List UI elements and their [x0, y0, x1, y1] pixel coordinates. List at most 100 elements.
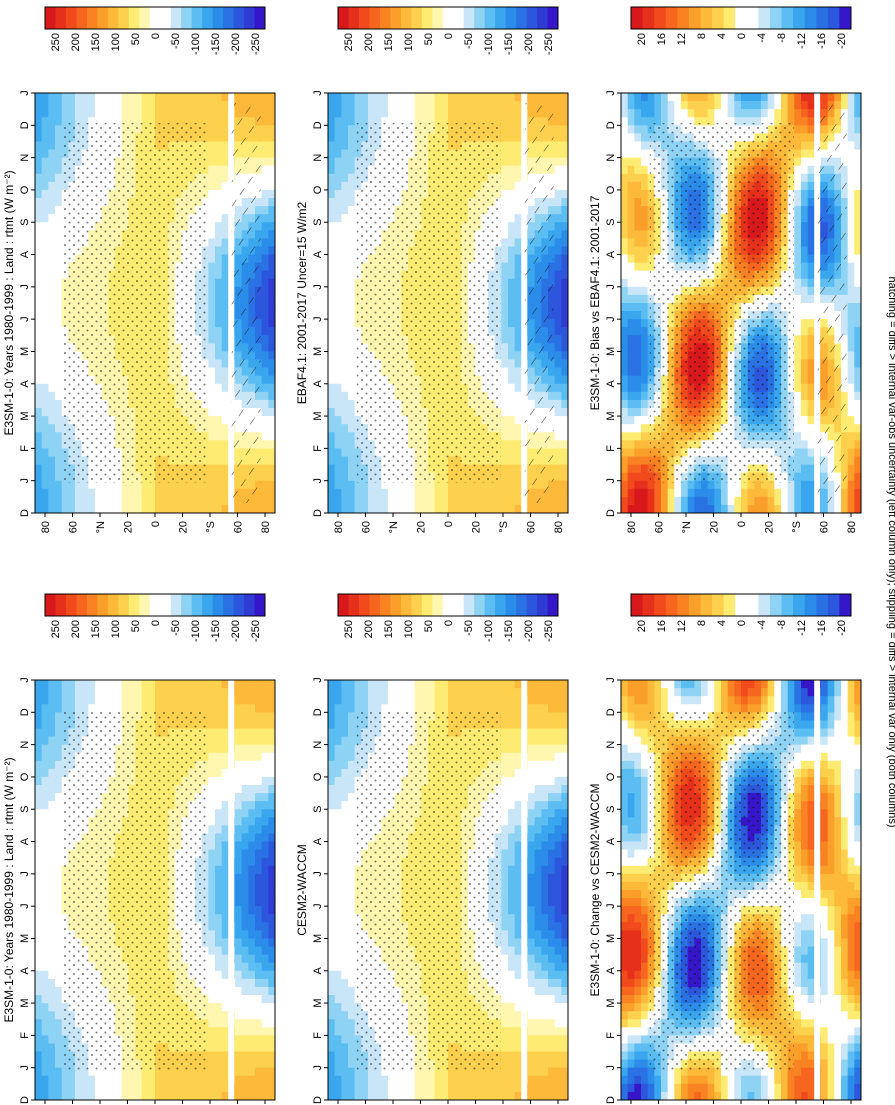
heatmap-cell [501, 456, 509, 466]
heatmap-cell [334, 448, 342, 457]
heatmap-cell [48, 294, 56, 304]
heatmap-cell [348, 206, 356, 215]
heatmap-cell [48, 214, 56, 223]
heatmap-cell [81, 480, 89, 490]
heatmap-cell [221, 416, 229, 425]
heatmap-cell [241, 504, 249, 514]
heatmap-cell [641, 327, 649, 336]
heatmap-cell [208, 189, 216, 199]
heatmap-cell [727, 101, 735, 110]
heatmap-cell [341, 343, 349, 352]
heatmap-cell [35, 222, 43, 231]
heatmap-cell [627, 375, 635, 385]
heatmap-cell [35, 311, 43, 320]
heatmap-cell [121, 480, 129, 490]
heatmap-cell [268, 504, 276, 514]
heatmap-cell [627, 246, 635, 256]
heatmap-cell [561, 101, 569, 110]
heatmap-cell [35, 448, 43, 457]
heatmap-cell [55, 327, 63, 336]
heatmap-cell [348, 408, 356, 417]
heatmap-cell [101, 93, 109, 102]
heatmap-cell [634, 109, 642, 118]
heatmap-cell [368, 101, 376, 110]
heatmap-cell [501, 327, 509, 336]
heatmap-cell [41, 351, 49, 361]
heatmap-cell [208, 335, 216, 344]
heatmap-cell [627, 149, 635, 159]
heatmap-cell [634, 165, 642, 175]
heatmap-cell [261, 165, 269, 175]
heatmap-cell [208, 343, 216, 352]
heatmap-cell [501, 480, 509, 490]
heatmap-cell [641, 262, 649, 272]
heatmap-cell [61, 109, 69, 118]
heatmap-cell [641, 214, 649, 223]
heatmap-cell [501, 222, 509, 231]
heatmap-cell [215, 262, 223, 272]
heatmap-cell [208, 327, 216, 336]
heatmap-cell [215, 270, 223, 280]
heatmap-cell [48, 133, 56, 142]
heatmap-cell [35, 286, 43, 296]
heatmap-cell [195, 480, 203, 490]
heatmap-cell [374, 480, 382, 490]
heatmap-cell [208, 101, 216, 110]
hatching-overlay [231, 103, 261, 503]
heatmap-cell [48, 319, 56, 328]
x-tick-label: F [19, 445, 31, 452]
heatmap-cell [348, 303, 356, 312]
heatmap-cell [508, 480, 516, 490]
heatmap-cell [461, 480, 469, 490]
heatmap-cell [747, 504, 755, 514]
colorbar-label: -150 [503, 33, 515, 55]
heatmap-cell [508, 189, 516, 199]
heatmap-cell [35, 214, 43, 223]
heatmap-cell [514, 165, 522, 175]
heatmap-cell [421, 101, 429, 110]
heatmap-cell [747, 480, 755, 490]
heatmap-cell [341, 149, 349, 159]
heatmap-cell [621, 109, 629, 118]
heatmap-cell [514, 375, 522, 385]
heatmap-cell [634, 157, 642, 167]
heatmap-cell [721, 117, 729, 126]
heatmap-cell [348, 133, 356, 142]
heatmap-cell [208, 214, 216, 223]
heatmap-cell [215, 198, 223, 207]
heatmap-cell [667, 117, 675, 126]
heatmap-cell [48, 440, 56, 449]
heatmap-cell [35, 93, 43, 102]
heatmap-cell [561, 416, 569, 425]
heatmap-cell [121, 488, 129, 498]
heatmap-cell [88, 93, 96, 102]
heatmap-cell [268, 351, 276, 361]
heatmap-cell [388, 109, 396, 118]
heatmap-cell [514, 408, 522, 417]
heatmap-cell [554, 133, 562, 142]
heatmap-cell [268, 432, 276, 441]
heatmap-cell [634, 278, 642, 288]
heatmap-cell [667, 480, 675, 490]
heatmap-cell [221, 101, 229, 110]
heatmap-cell [55, 206, 63, 215]
heatmap-cell [328, 294, 336, 304]
heatmap-cell [348, 93, 356, 102]
heatmap-cell [354, 109, 362, 118]
heatmap-cell [501, 230, 509, 239]
heatmap-cell [41, 222, 49, 231]
heatmap-cell [734, 488, 742, 498]
heatmap-cell [215, 238, 223, 247]
heatmap-cell [348, 375, 356, 385]
heatmap-cell [508, 424, 516, 433]
heatmap-cell [221, 440, 229, 449]
heatmap-cell [714, 109, 722, 118]
heatmap-cell [235, 504, 243, 514]
heatmap-cell [88, 101, 96, 110]
heatmap-cell [261, 222, 269, 231]
heatmap-cell [55, 230, 63, 239]
heatmap-cell [35, 335, 43, 344]
heatmap-cell [208, 230, 216, 239]
heatmap-cell [348, 504, 356, 514]
heatmap-cell [208, 391, 216, 401]
